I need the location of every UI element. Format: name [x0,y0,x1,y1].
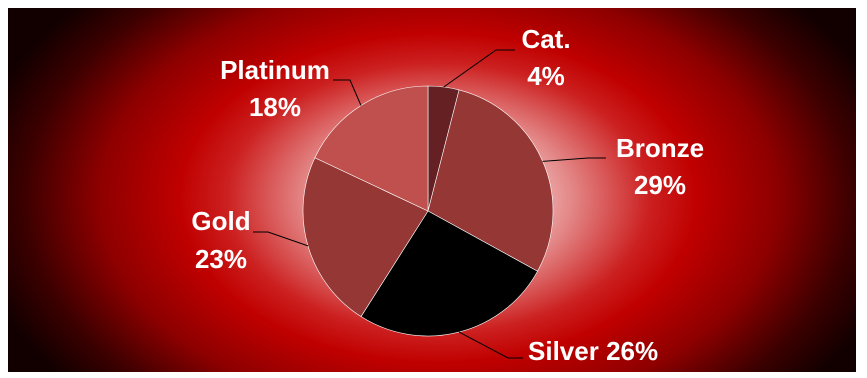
slice-label-gold-name: Gold [191,206,250,236]
chart-area: Cat. 4% Bronze 29% Silver 26% Gold 23% P… [8,8,856,372]
slice-label-cat-name: Cat. [521,24,570,54]
pie-slice-bronze [427,89,554,272]
slice-label-silver: Silver 26% [528,336,658,366]
leader-line-gold [253,231,309,247]
leader-line-platinum [333,79,362,106]
slice-label-platinum-name: Platinum [220,55,330,85]
slice-label-bronze-name: Bronze [616,133,704,163]
leader-line-cat [443,49,515,88]
leader-line-silver [458,331,523,359]
slice-label-platinum-value: 18% [249,92,301,122]
slice-label-bronze-value: 29% [634,170,686,200]
pie-chart: Cat. 4% Bronze 29% Silver 26% Gold 23% P… [191,24,704,366]
slice-label-cat-value: 4% [527,61,565,91]
slice-label-gold-value: 23% [195,244,247,274]
slice-label-silver-name: Silver [528,336,599,366]
slice-label-silver-value: 26% [606,336,658,366]
pie-slice-silver [360,210,538,337]
leader-line-bronze [542,157,606,162]
